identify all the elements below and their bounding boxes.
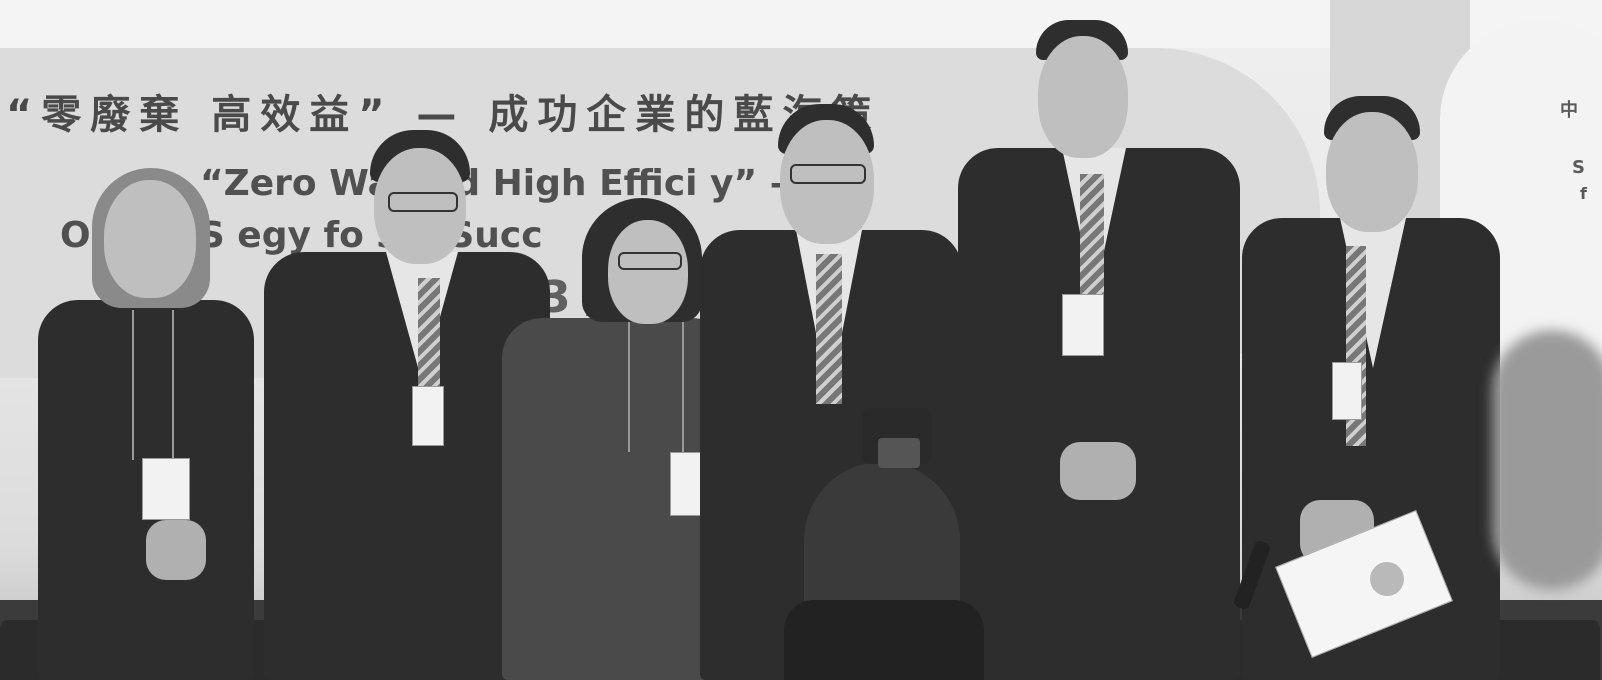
face [1326,112,1418,232]
name-badge [412,386,444,446]
banner-right-fragment-1: S [1572,157,1585,178]
name-badge [1062,294,1104,356]
booklet-seal-icon [1370,562,1404,596]
hands [146,520,206,580]
face [104,180,196,298]
name-badge [142,458,190,520]
lanyard [628,322,684,452]
camera-lens [878,438,920,468]
banner-right-fragment-cjk: 中 [1560,100,1578,121]
glasses [388,192,458,212]
banner-english-line-1: “Zero Wa and High Effici y” – [200,163,788,204]
banner-right-fragment-2: f [1580,184,1587,203]
glasses [618,252,682,270]
striped-tie [816,254,842,404]
blurred-foreground-face [1492,330,1602,590]
glasses [790,164,866,184]
face [608,220,688,324]
lanyard [132,310,174,460]
banner-cjk-title: “零廢棄 高效益” — 成功企業的藍海策 [6,92,881,138]
striped-tie [1080,174,1104,294]
striped-tie [418,278,440,388]
face [1038,36,1128,158]
name-badge [1332,362,1362,420]
photographer-shoulders [784,600,984,680]
hands [1060,442,1136,500]
